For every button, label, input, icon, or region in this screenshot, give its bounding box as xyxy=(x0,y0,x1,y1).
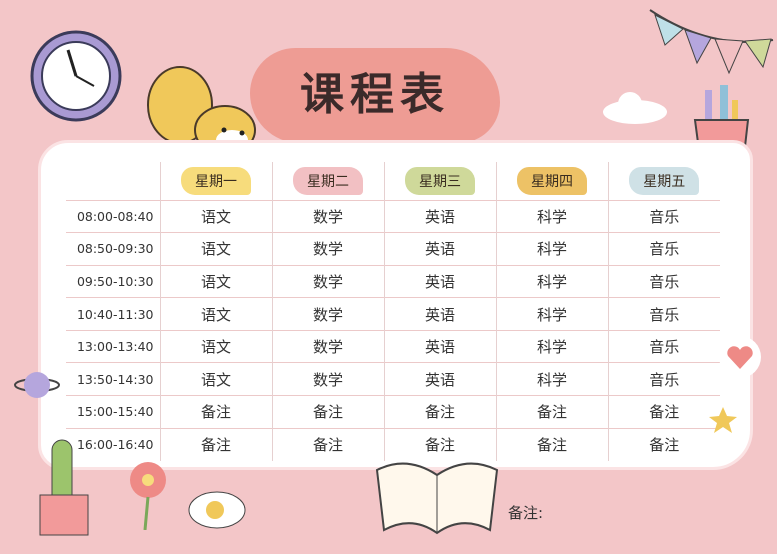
subject-cell: 备注 xyxy=(159,395,272,429)
subject-cell: 科学 xyxy=(495,199,608,233)
time-slot: 08:00-08:40 xyxy=(66,199,160,233)
subject-cell: 数学 xyxy=(271,329,384,363)
time-slot: 16:00-16:40 xyxy=(66,427,160,461)
subject-cell: 备注 xyxy=(383,395,496,429)
planet-icon xyxy=(14,372,60,398)
subject-cell: 语文 xyxy=(159,362,272,396)
subject-cell: 科学 xyxy=(495,329,608,363)
open-book-icon xyxy=(375,462,499,535)
star-icon xyxy=(709,407,737,433)
footer-note-label: 备注: xyxy=(508,504,544,522)
clock-icon xyxy=(30,30,122,122)
table-row: 10:40-11:30 语文 数学 英语 科学 音乐 xyxy=(66,297,720,331)
time-slot: 13:00-13:40 xyxy=(66,329,160,363)
time-slot: 13:50-14:30 xyxy=(66,362,160,396)
subject-cell: 英语 xyxy=(383,329,496,363)
cactus-icon xyxy=(39,439,89,536)
time-slot: 15:00-15:40 xyxy=(66,395,160,429)
subject-cell: 备注 xyxy=(607,427,720,461)
subject-cell: 英语 xyxy=(383,232,496,266)
subject-cell: 音乐 xyxy=(607,297,720,331)
subject-cell: 科学 xyxy=(495,232,608,266)
timetable: 星期一 星期二 星期三 星期四 星期五 08:00-08:40 语文 数学 英语 科学音… xyxy=(66,162,720,461)
day-header-fri: 星期五 xyxy=(629,166,700,195)
subject-cell: 英语 xyxy=(383,199,496,233)
subject-cell: 语文 xyxy=(159,199,272,233)
table-row: 16:00-16:40 备注 备注 备注 备注 备注 xyxy=(66,427,720,461)
table-row: 13:00-13:40 语文 数学 英语 科学 音乐 xyxy=(66,329,720,363)
corner-cell xyxy=(66,162,160,200)
header-row: 星期一 星期二 星期三 星期四 星期五 xyxy=(66,162,720,200)
table-row: 15:00-15:40 备注 备注 备注 备注 备注 xyxy=(66,395,720,429)
subject-cell: 语文 xyxy=(159,232,272,266)
subject-cell: 数学 xyxy=(271,199,384,233)
subject-cell: 数学 xyxy=(271,362,384,396)
subject-cell: 备注 xyxy=(159,427,272,461)
subject-cell: 科学 xyxy=(495,297,608,331)
subject-cell: 英语 xyxy=(383,362,496,396)
day-header-tue: 星期二 xyxy=(293,166,363,195)
flower-icon xyxy=(130,462,166,530)
subject-cell: 备注 xyxy=(495,427,608,461)
subject-cell: 音乐 xyxy=(607,232,720,266)
subject-cell: 英语 xyxy=(383,297,496,331)
subject-cell: 备注 xyxy=(271,427,384,461)
title-cloud xyxy=(250,48,500,143)
subject-cell: 备注 xyxy=(607,395,720,429)
subject-cell: 科学 xyxy=(495,362,608,396)
table-row: 08:00-08:40 语文 数学 英语 科学 音乐 xyxy=(66,199,720,233)
subject-cell: 音乐 xyxy=(607,362,720,396)
subject-cell: 数学 xyxy=(271,232,384,266)
table-row: 13:50-14:30 语文 数学 英语 科学 音乐 xyxy=(66,362,720,396)
subject-cell: 语文 xyxy=(159,329,272,363)
subject-cell: 科学 xyxy=(495,264,608,298)
subject-cell: 语文 xyxy=(159,297,272,331)
table-row: 09:50-10:30 语文 数学 英语 科学 音乐 xyxy=(66,264,720,298)
subject-cell: 数学 xyxy=(271,264,384,298)
time-slot: 08:50-09:30 xyxy=(66,232,160,266)
cloud-icon xyxy=(603,92,667,124)
subject-cell: 备注 xyxy=(495,395,608,429)
subject-cell: 数学 xyxy=(271,297,384,331)
subject-cell: 音乐 xyxy=(607,264,720,298)
subject-cell: 英语 xyxy=(383,264,496,298)
subject-cell: 备注 xyxy=(271,395,384,429)
subject-cell: 备注 xyxy=(383,427,496,461)
subject-cell: 音乐 xyxy=(607,199,720,233)
page-title: 课程表 xyxy=(300,69,450,120)
day-header-mon: 星期一 xyxy=(181,166,251,195)
fried-egg-icon xyxy=(188,491,246,529)
day-header-wed: 星期三 xyxy=(405,166,475,195)
time-slot: 09:50-10:30 xyxy=(66,264,160,298)
heart-icon xyxy=(719,336,761,378)
table-row: 08:50-09:30 语文 数学 英语 科学 音乐 xyxy=(66,232,720,266)
time-slot: 10:40-11:30 xyxy=(66,297,160,331)
subject-cell: 语文 xyxy=(159,264,272,298)
subject-cell: 音乐 xyxy=(607,329,720,363)
bunting-flags-icon xyxy=(649,9,774,75)
day-header-thu: 星期四 xyxy=(517,166,587,195)
